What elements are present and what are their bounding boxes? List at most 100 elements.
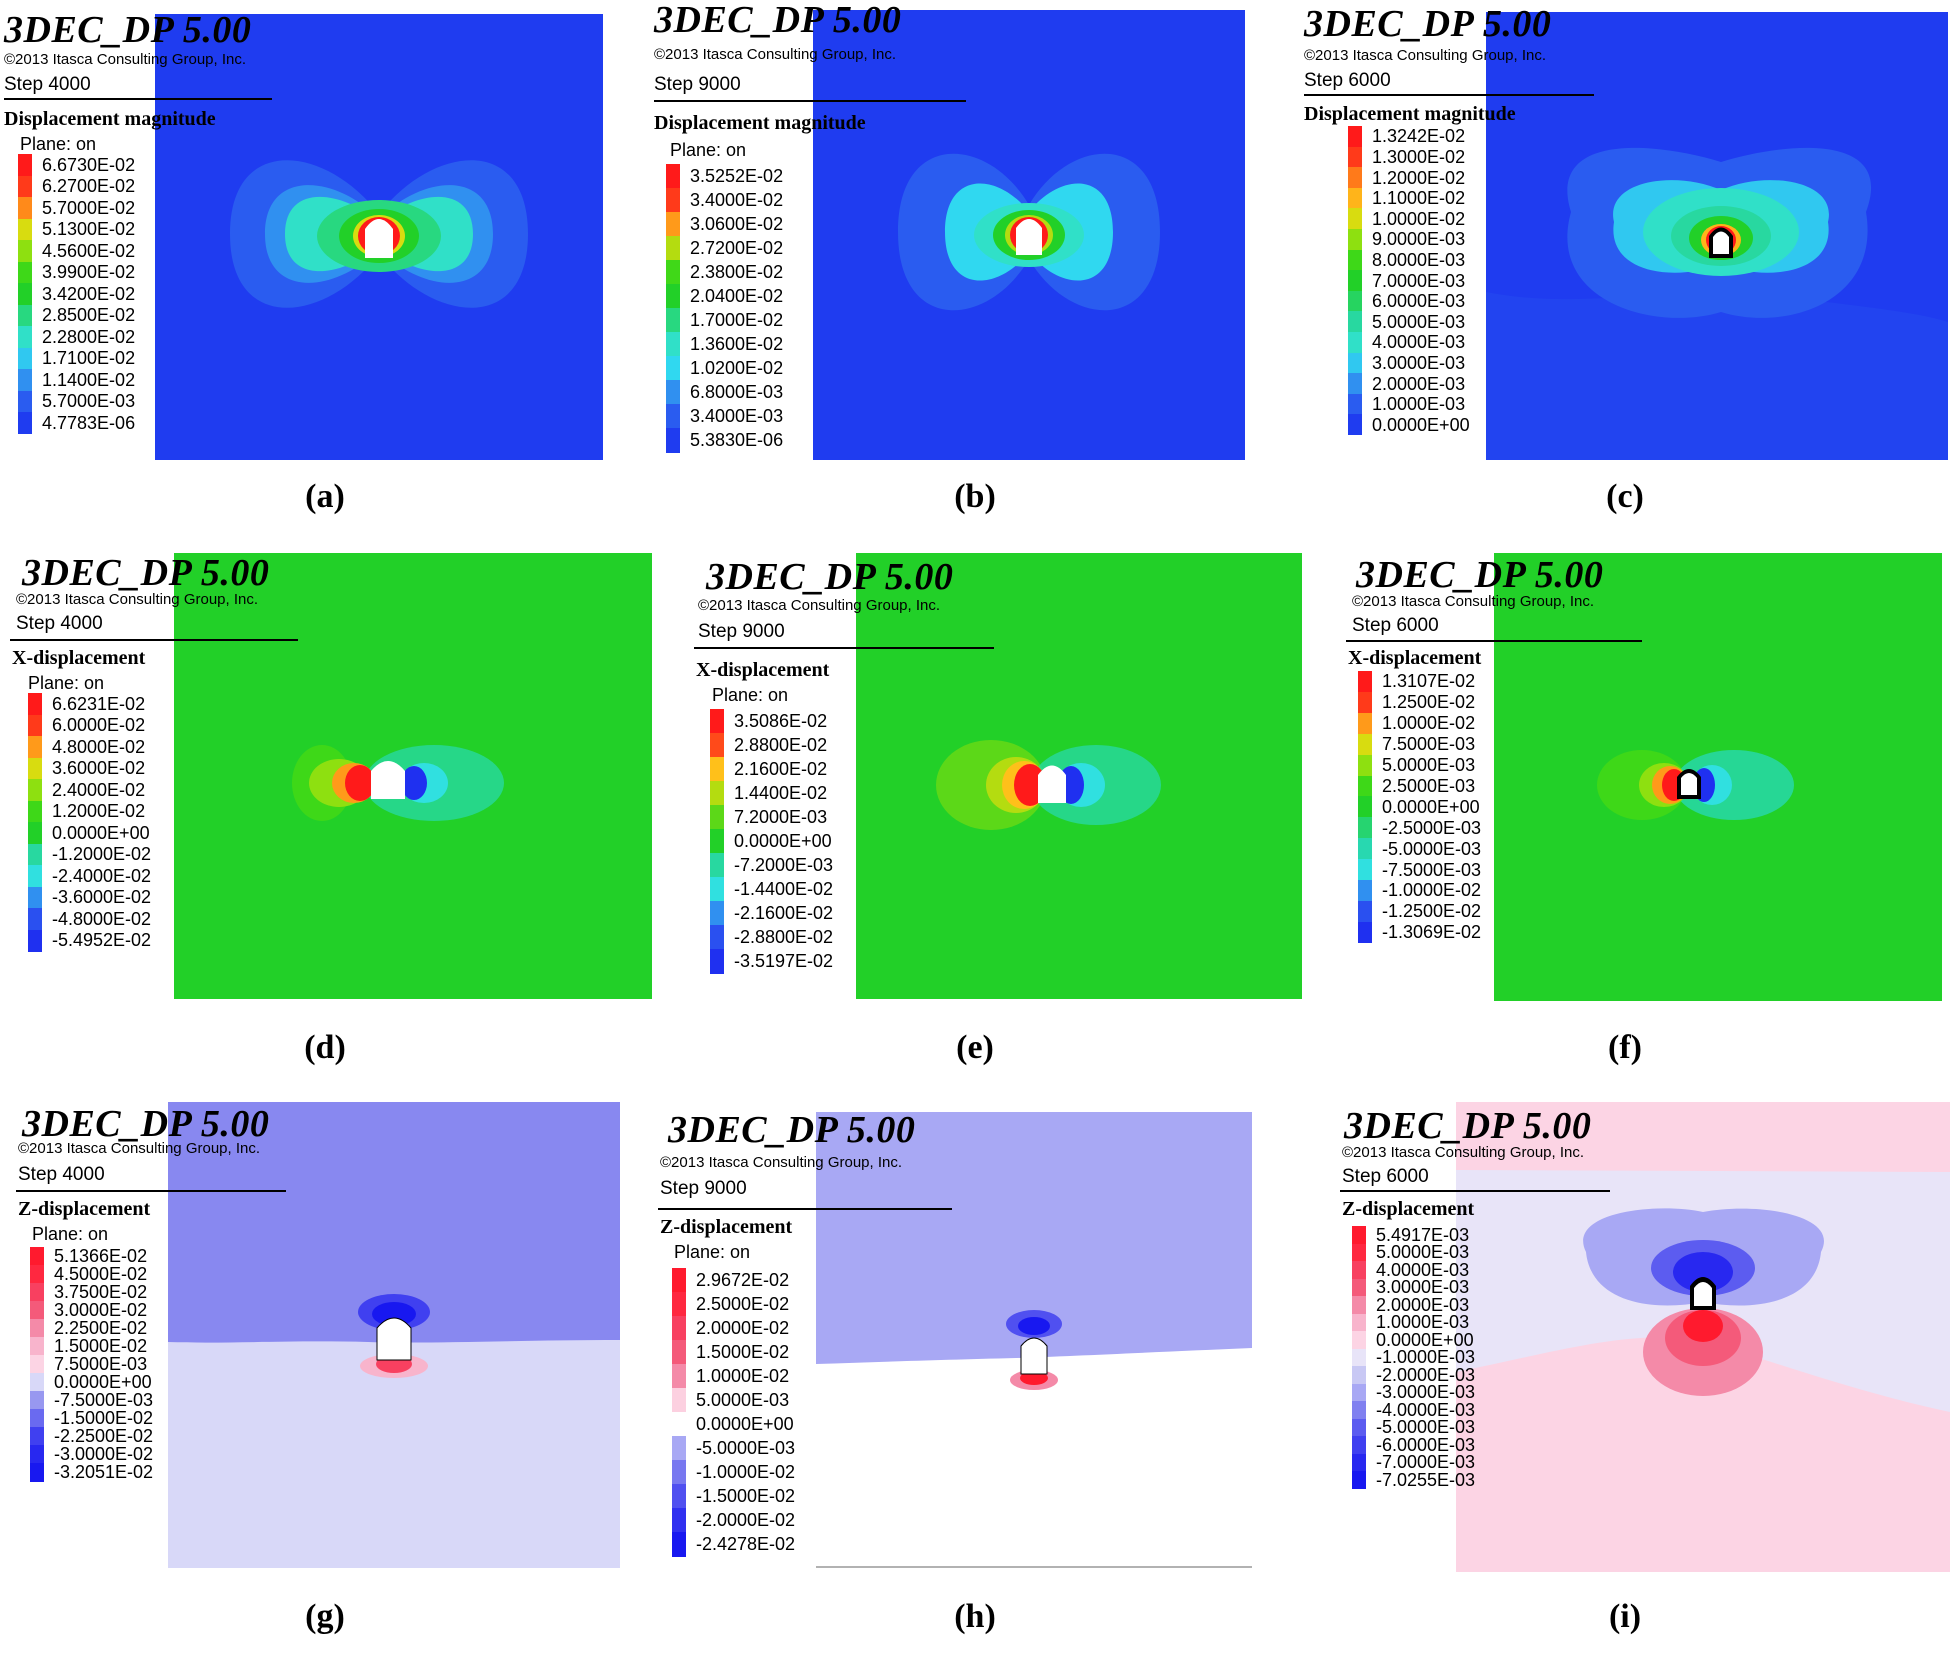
legend-swatch <box>1348 229 1362 251</box>
legend-swatch <box>710 877 724 902</box>
legend-swatch <box>18 412 32 434</box>
contour-field <box>1486 12 1948 460</box>
legend-value: -3.0000E-02 <box>54 1444 154 1464</box>
legend-value: 5.4917E-03 <box>1376 1224 1470 1245</box>
legend-swatch <box>1358 796 1372 818</box>
legend-swatch <box>28 822 42 844</box>
legend-value: 1.3107E-02 <box>1382 671 1476 692</box>
legend-swatch <box>18 240 32 262</box>
legend-value: 4.8000E-02 <box>52 736 146 757</box>
copyright-notice: ©2013 Itasca Consulting Group, Inc. <box>1304 47 1547 64</box>
legend-value: 4.5600E-02 <box>42 240 136 261</box>
header-rule <box>1304 94 1594 96</box>
legend-swatch <box>30 1319 44 1338</box>
legend-swatch <box>666 212 680 237</box>
legend-swatch <box>1358 671 1372 693</box>
panel-d: 3DEC_DP 5.00 ©2013 Itasca Consulting Gro… <box>0 551 652 1102</box>
legend-swatch <box>30 1391 44 1410</box>
legend-value: -5.4952E-02 <box>52 930 152 951</box>
legend-swatch <box>18 369 32 391</box>
legend-value: 3.6000E-02 <box>52 758 146 779</box>
legend-swatch <box>672 1268 686 1293</box>
legend-value: 3.0000E-03 <box>1376 1277 1470 1298</box>
panel-f: 3DEC_DP 5.00 ©2013 Itasca Consulting Gro… <box>1300 551 1950 1102</box>
legend-swatch <box>672 1508 686 1533</box>
legend-swatch <box>1348 414 1362 436</box>
legend-swatch <box>1358 859 1372 881</box>
quantity-label: Z-displacement <box>660 1216 793 1238</box>
legend-value: 5.0000E-03 <box>1372 311 1466 332</box>
legend-swatch <box>1352 1453 1366 1472</box>
panel-caption: (c) <box>1606 478 1644 515</box>
legend-value: -7.5000E-03 <box>54 1390 154 1410</box>
legend-swatch <box>1358 691 1372 714</box>
panel-e: 3DEC_DP 5.00 ©2013 Itasca Consulting Gro… <box>650 551 1302 1102</box>
legend-value: 2.0000E-03 <box>1372 373 1466 394</box>
legend-swatch <box>1352 1348 1366 1367</box>
legend-value: 0.0000E+00 <box>696 1414 794 1434</box>
legend-value: -2.8800E-02 <box>734 927 834 947</box>
legend-swatch <box>1348 332 1362 354</box>
legend-value: -3.6000E-02 <box>52 887 152 908</box>
legend-swatch <box>1352 1401 1366 1419</box>
legend-swatch <box>1348 187 1362 209</box>
contour-plot: 3DEC_DP 5.00 ©2013 Itasca Consulting Gro… <box>0 1102 650 1592</box>
header-rule <box>654 100 966 102</box>
legend-value: 6.8000E-03 <box>690 382 784 402</box>
panel-c: 3DEC_DP 5.00 ©2013 Itasca Consulting Gro… <box>1300 0 1950 551</box>
legend-swatch <box>672 1412 686 1437</box>
legend-swatch <box>1348 393 1362 415</box>
legend-swatch <box>28 843 42 866</box>
legend-value: 7.0000E-03 <box>1372 270 1466 291</box>
contour-field <box>155 14 603 460</box>
legend-swatch <box>672 1436 686 1461</box>
panel-a: 3DEC_DP 5.00 ©2013 Itasca Consulting Gro… <box>0 0 650 551</box>
step-label: Step 4000 <box>18 1164 105 1185</box>
legend-value: 6.0000E-03 <box>1372 291 1466 312</box>
legend-swatch <box>1358 900 1372 923</box>
contour-plot: 3DEC_DP 5.00 ©2013 Itasca Consulting Gro… <box>0 0 650 490</box>
legend-swatch <box>18 347 32 370</box>
quantity-label: Z-displacement <box>1342 1198 1475 1220</box>
legend-swatch <box>666 380 680 405</box>
legend-value: 1.0000E-02 <box>1382 713 1476 734</box>
legend-value: 7.5000E-03 <box>54 1354 148 1374</box>
legend-value: 1.0000E-02 <box>696 1366 790 1386</box>
legend-swatch <box>1358 754 1372 776</box>
legend-swatch <box>672 1460 686 1485</box>
legend-value: -1.2500E-02 <box>1382 901 1482 922</box>
copyright-notice: ©2013 Itasca Consulting Group, Inc. <box>1352 593 1595 610</box>
legend-value: 1.0000E-03 <box>1372 394 1466 415</box>
legend-value: 0.0000E+00 <box>1376 1329 1474 1350</box>
header-rule <box>4 98 272 100</box>
step-label: Step 9000 <box>660 1178 747 1199</box>
panel-caption: (a) <box>305 478 345 515</box>
legend-value: -1.5000E-02 <box>54 1408 154 1428</box>
copyright-notice: ©2013 Itasca Consulting Group, Inc. <box>1342 1144 1585 1161</box>
contour-field <box>1456 1102 1950 1572</box>
legend-value: 2.0400E-02 <box>690 286 784 306</box>
panel-b: 3DEC_DP 5.00 ©2013 Itasca Consulting Gro… <box>650 0 1300 551</box>
legend-value: -7.5000E-03 <box>1382 859 1482 880</box>
legend-value: 1.0200E-02 <box>690 358 784 378</box>
copyright-notice: ©2013 Itasca Consulting Group, Inc. <box>18 1140 261 1157</box>
header-rule <box>16 1190 286 1192</box>
legend-swatch <box>1352 1383 1366 1402</box>
legend-value: -1.3069E-02 <box>1382 922 1482 943</box>
plane-label: Plane: on <box>674 1242 751 1262</box>
legend-swatch <box>666 404 680 429</box>
legend-swatch <box>666 188 680 213</box>
legend-value: 2.5000E-03 <box>1382 775 1476 796</box>
contour-plot: 3DEC_DP 5.00 ©2013 Itasca Consulting Gro… <box>1300 551 1950 1041</box>
contour-field <box>813 10 1245 460</box>
panel-caption: (i) <box>1608 1598 1642 1635</box>
legend-swatch <box>18 261 32 284</box>
copyright-notice: ©2013 Itasca Consulting Group, Inc. <box>16 591 259 608</box>
legend-swatch <box>28 714 42 737</box>
legend-swatch <box>18 326 32 348</box>
legend-value: 7.5000E-03 <box>1382 734 1476 755</box>
legend-value: 0.0000E+00 <box>1382 796 1480 817</box>
legend-value: -6.0000E-03 <box>1376 1434 1476 1455</box>
legend-swatch <box>672 1532 686 1557</box>
legend-value: 2.9672E-02 <box>696 1270 790 1290</box>
